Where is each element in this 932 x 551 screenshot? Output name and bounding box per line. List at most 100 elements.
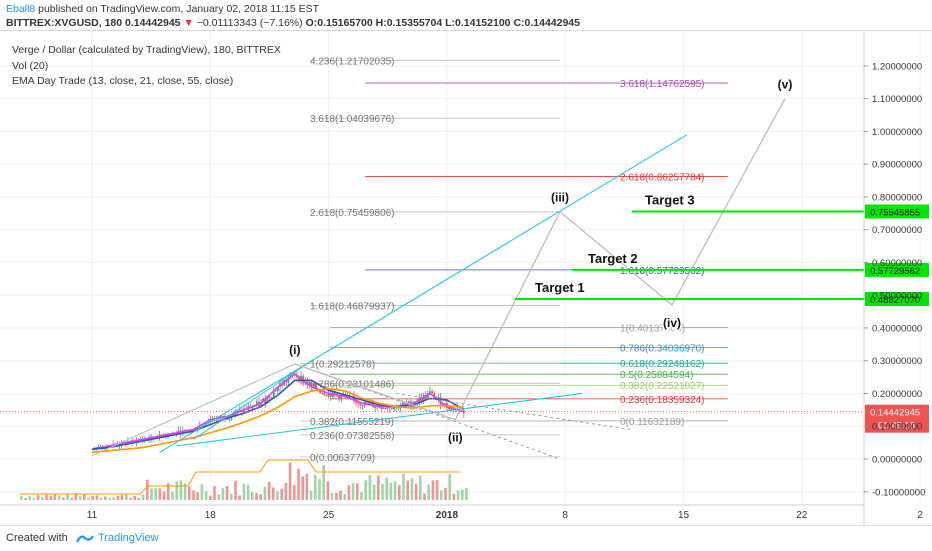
chart-frame[interactable] — [0, 30, 932, 526]
x-tick-label: 11 — [87, 510, 98, 521]
fib-level-label: 2.618(0.86257784) — [620, 172, 705, 183]
volume-bar — [158, 488, 162, 500]
candle-body — [384, 408, 387, 410]
volume-bar — [125, 494, 128, 500]
volume-bar — [280, 488, 283, 500]
x-tick-label: 2018 — [436, 510, 459, 521]
volume-bar — [364, 480, 367, 500]
candle-body — [310, 382, 313, 387]
candle-body — [270, 397, 273, 399]
volume-bar — [167, 483, 170, 500]
volume-bar — [57, 495, 61, 500]
candle-body — [207, 421, 210, 423]
volume-bar — [234, 480, 237, 500]
fib-level-label: 0.236(0.07382558) — [310, 431, 395, 442]
y-tick-label: 0.40000000 — [872, 323, 922, 334]
volume-bar — [448, 473, 451, 500]
wave-label: (ii) — [448, 431, 463, 445]
candle-body — [348, 394, 351, 396]
y-tick-label: 1.20000000 — [872, 61, 922, 72]
volume-bar — [356, 483, 359, 500]
candle-body — [426, 393, 429, 399]
candle-body — [340, 394, 343, 399]
down-arrow-icon: ▼ — [183, 17, 194, 29]
candle-body — [319, 390, 322, 393]
x-tick-label: 25 — [323, 510, 335, 521]
volume-bar — [104, 496, 107, 500]
current-price-label: 0.14442945 — [870, 408, 920, 419]
y-tick-label: 0.60000000 — [872, 258, 922, 269]
fib-level-label: 1.618(0.46879937) — [310, 301, 395, 312]
volume-bar — [188, 486, 191, 500]
y-tick-label: 0.30000000 — [872, 356, 922, 367]
candle-body — [308, 382, 311, 386]
volume-bar — [45, 494, 48, 500]
fib-level-label: 0(0.00637709) — [310, 453, 375, 464]
volume-bar — [242, 483, 246, 500]
candle-body — [338, 394, 341, 399]
volume-bar — [314, 474, 317, 500]
candle-body — [369, 402, 372, 404]
x-tick-label: 2 — [917, 510, 923, 521]
candle-body — [393, 407, 395, 410]
volume-bar — [377, 475, 380, 500]
volume-bar — [36, 495, 40, 500]
volume-bar — [347, 485, 351, 500]
volume-bar — [183, 483, 187, 500]
candle-body — [359, 403, 362, 406]
ema21-line — [91, 379, 465, 450]
fib-level-label: 0(0.11632189) — [620, 417, 684, 428]
volume-bar — [339, 490, 342, 500]
candle-body — [329, 392, 332, 398]
drawings: (i) (ii) (iii) (iv) (v) Target 1 0.48827070 Tar… — [0, 76, 929, 460]
fib-level-label: 3.618(1.04039676) — [310, 114, 395, 125]
volume-bar — [272, 487, 275, 500]
volume-bar — [209, 495, 212, 500]
x-tick-label: 18 — [205, 510, 217, 521]
price-change: −0.01113343 (−7.16%) — [196, 17, 303, 29]
volume-bar — [200, 484, 204, 500]
volume-bar — [133, 495, 136, 500]
volume-bar — [53, 494, 57, 500]
candle-body — [268, 395, 271, 398]
last-price: 0.14442945 — [125, 17, 181, 29]
volume-bar — [267, 481, 271, 500]
volume-bar — [230, 493, 233, 500]
tradingview-link[interactable]: TradingView — [98, 532, 159, 544]
ohlc-line: BITTREX:XVGUSD, 180 0.14442945 ▼ −0.0111… — [6, 17, 580, 29]
volume-bar — [431, 480, 435, 500]
candle-body — [437, 397, 440, 399]
volume-bar — [452, 493, 456, 500]
vol-indicator[interactable]: Vol (20) — [12, 59, 49, 72]
candle-body — [264, 398, 267, 404]
target-axis-tag — [865, 204, 929, 219]
close-value: C:0.14442945 — [513, 17, 580, 29]
fib-level-label: 1(0.40137000) — [620, 324, 685, 335]
series-title[interactable]: Verge / Dollar (calculated by TradingVie… — [12, 44, 281, 56]
target-axis-tag — [865, 292, 929, 307]
candle-body — [361, 405, 364, 407]
candle-body — [277, 386, 279, 392]
candle-body — [184, 429, 186, 431]
volume-bar — [398, 485, 401, 500]
volume-bar — [150, 488, 153, 500]
volume-bar — [335, 492, 338, 500]
publish-line: Eball8 published on TradingView.com, Jan… — [6, 3, 319, 15]
volume-bar — [238, 495, 241, 500]
volume-bar — [74, 493, 78, 500]
volume-bar — [351, 482, 355, 500]
ema-indicator[interactable]: EMA Day Trade (13, close, 21, close, 55,… — [12, 75, 234, 87]
volume-bar — [20, 495, 23, 500]
volume-bar — [427, 484, 430, 500]
volume-bar — [251, 491, 254, 500]
candle-body — [433, 393, 436, 399]
author-link[interactable]: Eball8 — [6, 3, 36, 15]
volume-bar — [293, 485, 296, 500]
candle-body — [228, 418, 231, 420]
y-tick-label: 0.90000000 — [872, 160, 922, 171]
footer-bar: Created with TradingView — [0, 525, 932, 551]
volume-bar — [259, 494, 262, 500]
candle-body — [262, 398, 265, 402]
volume-bar — [196, 492, 199, 500]
